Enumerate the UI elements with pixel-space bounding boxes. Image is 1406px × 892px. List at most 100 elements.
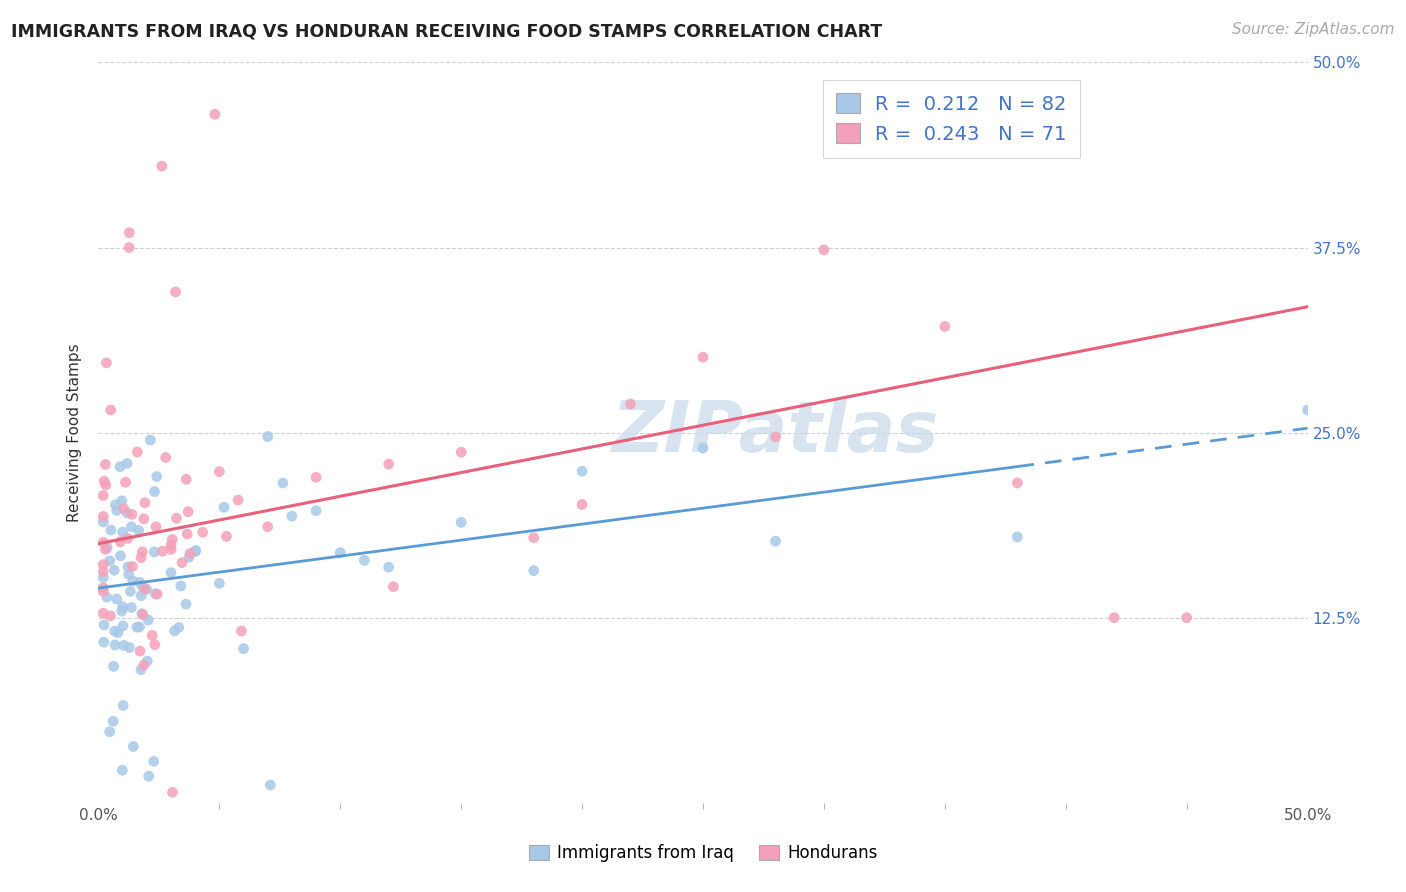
Point: [91, 515, 114, 529]
Point: [103, 659, 125, 673]
Point: [94, 542, 117, 557]
Point: [93, 635, 115, 649]
Point: [155, 450, 177, 465]
Point: [226, 493, 249, 508]
Point: [93, 618, 115, 632]
Point: [934, 319, 956, 334]
Point: [96, 356, 118, 370]
Point: [174, 597, 197, 611]
Point: [160, 542, 183, 557]
Point: [117, 532, 139, 546]
Point: [177, 505, 200, 519]
Point: [143, 484, 166, 499]
Point: [353, 553, 375, 567]
Point: [129, 589, 152, 603]
Point: [107, 625, 129, 640]
Point: [127, 445, 149, 459]
Point: [143, 545, 166, 559]
Point: [152, 544, 174, 558]
Point: [118, 226, 141, 240]
Point: [382, 580, 405, 594]
Point: [111, 493, 134, 508]
Point: [114, 475, 136, 490]
Point: [120, 600, 142, 615]
Point: [162, 785, 184, 799]
Point: [1175, 610, 1198, 624]
Point: [160, 538, 183, 552]
Point: [204, 107, 226, 121]
Point: [1007, 530, 1029, 544]
Point: [256, 519, 278, 533]
Point: [329, 546, 352, 560]
Point: [121, 574, 143, 588]
Point: [112, 698, 135, 713]
Point: [1007, 475, 1029, 490]
Point: [122, 739, 145, 754]
Point: [160, 566, 183, 580]
Point: [118, 640, 141, 655]
Point: [215, 529, 238, 543]
Point: [377, 560, 399, 574]
Point: [117, 560, 139, 574]
Point: [256, 429, 278, 443]
Point: [162, 533, 184, 547]
Point: [176, 527, 198, 541]
Point: [93, 474, 115, 488]
Point: [104, 498, 127, 512]
Point: [104, 624, 127, 639]
Point: [141, 628, 163, 642]
Point: [131, 579, 153, 593]
Point: [179, 547, 201, 561]
Point: [692, 350, 714, 364]
Point: [813, 243, 835, 257]
Point: [100, 403, 122, 417]
Point: [111, 599, 134, 614]
Point: [142, 755, 165, 769]
Point: [98, 724, 121, 739]
Point: [91, 535, 114, 549]
Point: [132, 607, 155, 622]
Point: [259, 778, 281, 792]
Point: [305, 504, 328, 518]
Point: [134, 582, 156, 596]
Point: [143, 587, 166, 601]
Point: [150, 159, 173, 173]
Point: [128, 575, 150, 590]
Point: [232, 641, 254, 656]
Point: [184, 544, 207, 558]
Point: [135, 582, 157, 597]
Point: [377, 457, 399, 471]
Point: [118, 567, 141, 582]
Point: [129, 663, 152, 677]
Legend: Immigrants from Iraq, Hondurans: Immigrants from Iraq, Hondurans: [522, 838, 884, 869]
Point: [167, 620, 190, 634]
Point: [91, 565, 114, 579]
Point: [105, 591, 128, 606]
Point: [619, 397, 641, 411]
Point: [184, 543, 207, 558]
Point: [281, 509, 304, 524]
Point: [571, 464, 593, 478]
Point: [523, 564, 546, 578]
Point: [96, 591, 118, 605]
Point: [163, 624, 186, 638]
Point: [136, 654, 159, 668]
Point: [170, 556, 193, 570]
Point: [101, 714, 124, 729]
Point: [91, 606, 114, 620]
Point: [174, 472, 197, 486]
Point: [128, 524, 150, 538]
Point: [98, 554, 121, 568]
Point: [132, 658, 155, 673]
Point: [271, 476, 294, 491]
Point: [121, 559, 143, 574]
Text: ZIPatlas: ZIPatlas: [612, 398, 939, 467]
Point: [115, 457, 138, 471]
Text: Source: ZipAtlas.com: Source: ZipAtlas.com: [1232, 22, 1395, 37]
Point: [692, 441, 714, 455]
Point: [125, 620, 148, 634]
Point: [450, 445, 472, 459]
Point: [111, 763, 134, 777]
Point: [110, 534, 132, 549]
Point: [1296, 403, 1319, 417]
